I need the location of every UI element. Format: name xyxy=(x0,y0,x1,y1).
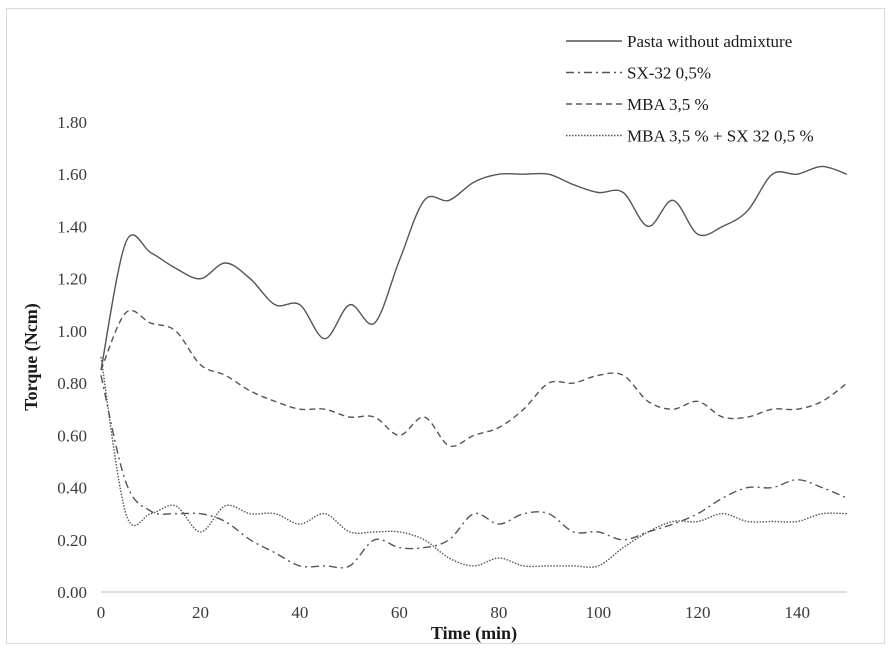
series-lines xyxy=(100,165,848,569)
y-tick-label: 0.60 xyxy=(57,426,87,445)
x-tick-label: 60 xyxy=(391,603,408,622)
x-tick-label: 40 xyxy=(291,603,308,622)
y-tick-label: 0.20 xyxy=(57,531,87,550)
y-tick-label: 1.20 xyxy=(57,270,87,289)
y-tick-label: 1.40 xyxy=(57,217,87,236)
y-tick-label: 1.00 xyxy=(57,322,87,341)
x-tick-label: 140 xyxy=(785,603,811,622)
y-tick-label: 1.60 xyxy=(57,165,87,184)
legend-label: MBA 3,5 % xyxy=(627,95,709,114)
legend-label: Pasta without admixture xyxy=(627,32,792,51)
x-axis-title: Time (min) xyxy=(431,623,517,644)
chart-frame xyxy=(6,8,885,644)
series-line xyxy=(100,356,848,568)
x-tick-label: 20 xyxy=(192,603,209,622)
x-tick-label: 0 xyxy=(97,603,106,622)
y-tick-labels: 0.00 0.20 0.40 0.60 0.80 1.00 1.20 1.40 1.60 1.80 xyxy=(57,113,87,602)
y-tick-label: 0.40 xyxy=(57,479,87,498)
y-tick-label: 0.80 xyxy=(57,374,87,393)
x-tick-labels: 0 20 40 60 80 100 120 140 xyxy=(97,603,810,622)
series-line xyxy=(100,165,848,371)
y-axis-title: Torque (Ncm) xyxy=(21,303,42,411)
y-tick-label: 1.80 xyxy=(57,113,87,132)
series-line xyxy=(100,375,848,569)
y-tick-label: 0.00 xyxy=(57,583,87,602)
legend: Pasta without admixture SX-32 0,5% MBA 3,5… xyxy=(566,32,814,146)
legend-label: MBA 3,5 % + SX 32 0,5 % xyxy=(627,127,814,146)
x-tick-label: 120 xyxy=(685,603,711,622)
legend-label: SX-32 0,5% xyxy=(627,64,711,83)
x-tick-label: 80 xyxy=(490,603,507,622)
series-line xyxy=(100,309,848,448)
x-tick-label: 100 xyxy=(586,603,612,622)
